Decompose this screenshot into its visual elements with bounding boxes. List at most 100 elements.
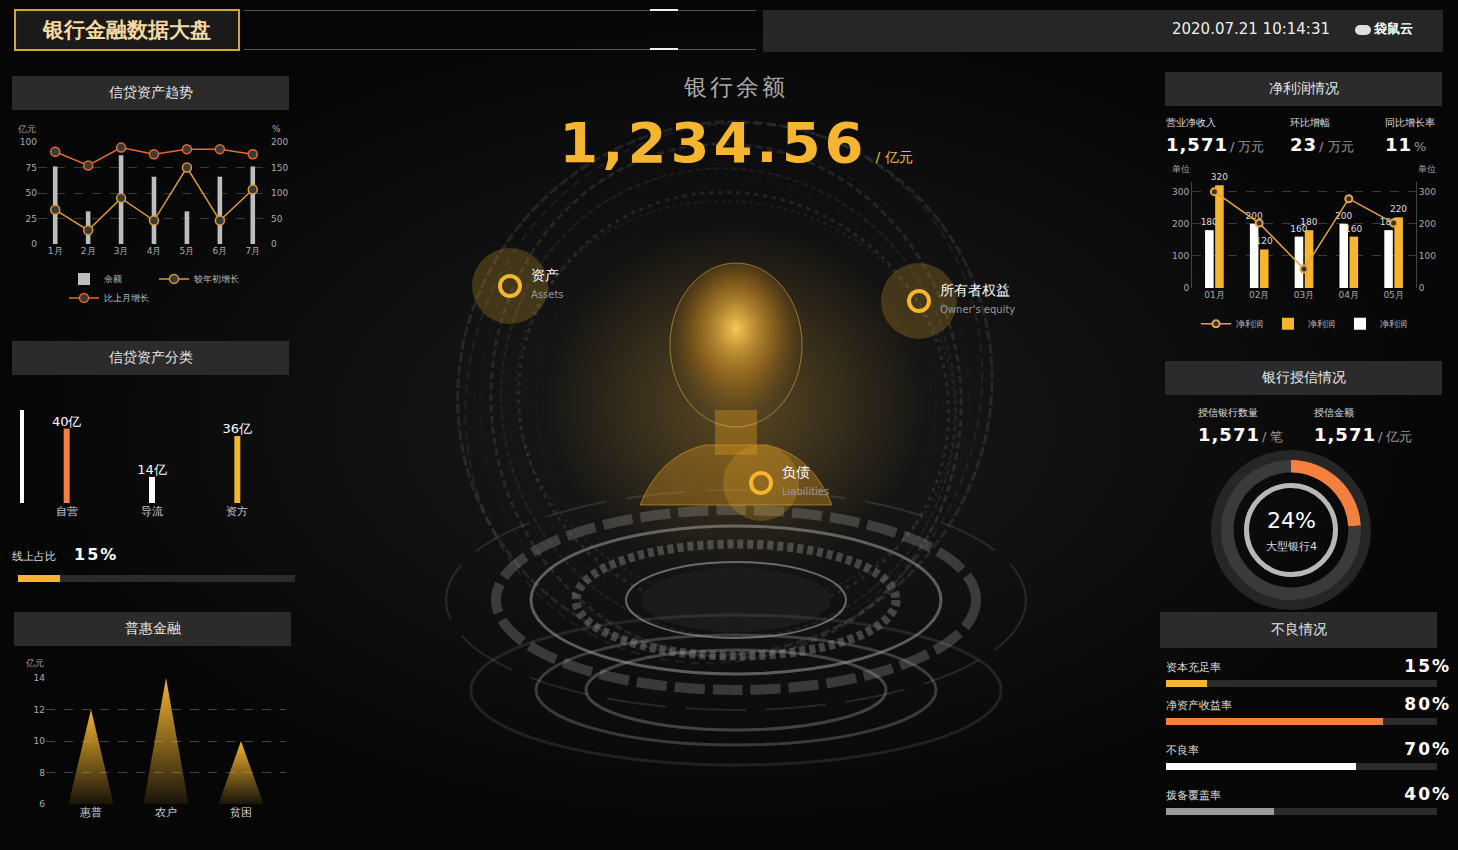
svg-text:200: 200 <box>1335 211 1352 221</box>
svg-text:180: 180 <box>1380 217 1397 227</box>
html-text:普惠金融: 普惠金融 <box>124 620 181 636</box>
html-text:Assets: Assets <box>531 289 564 300</box>
html-text:1,571/ 亿元: 1,571/ 亿元 <box>1314 424 1413 445</box>
html-text:银行余额: 银行余额 <box>684 74 788 100</box>
html-text:/ 亿元: / 亿元 <box>875 149 913 165</box>
html-text:信贷资产分类: 信贷资产分类 <box>108 349 193 365</box>
svg-text:6月: 6月 <box>212 246 227 256</box>
svg-text:4月: 4月 <box>147 246 162 256</box>
svg-text:200: 200 <box>1419 219 1436 229</box>
svg-text:净利润: 净利润 <box>1380 319 1407 329</box>
svg-text:50: 50 <box>271 214 283 224</box>
svg-text:亿元: 亿元 <box>17 124 36 134</box>
svg-text:05月: 05月 <box>1383 290 1403 300</box>
svg-text:180: 180 <box>1300 217 1317 227</box>
svg-text:贫困: 贫困 <box>230 806 252 819</box>
svg-text:1月: 1月 <box>48 246 63 256</box>
svg-text:5月: 5月 <box>180 246 195 256</box>
svg-text:0: 0 <box>1419 283 1425 293</box>
svg-text:比上月增长: 比上月增长 <box>104 293 149 303</box>
svg-text:余额: 余额 <box>104 274 122 284</box>
html-text:银行授信情况: 银行授信情况 <box>1261 369 1346 385</box>
html-text:拨备覆盖率: 拨备覆盖率 <box>1166 789 1221 802</box>
svg-text:25: 25 <box>26 214 37 224</box>
svg-text:36亿: 36亿 <box>223 421 253 436</box>
html-text:不良率: 不良率 <box>1166 744 1199 757</box>
svg-text:资方: 资方 <box>226 505 248 518</box>
html-text:所有者权益: 所有者权益 <box>940 282 1010 298</box>
html-text:11%: 11% <box>1385 134 1427 155</box>
html-text:负债: 负债 <box>782 464 810 480</box>
svg-text:单位: 单位 <box>1172 164 1190 174</box>
html-text:15%: 15% <box>1404 656 1451 676</box>
svg-text:8: 8 <box>39 768 45 778</box>
svg-text:02月: 02月 <box>1249 290 1269 300</box>
svg-text:净利润: 净利润 <box>1308 319 1335 329</box>
html-text:资本充足率: 资本充足率 <box>1166 661 1221 674</box>
html-text:2020.07.21 10:14:31: 2020.07.21 10:14:31 <box>1172 20 1330 38</box>
svg-text:320: 320 <box>1211 172 1228 182</box>
svg-text:0: 0 <box>1183 283 1189 293</box>
svg-text:14亿: 14亿 <box>137 462 167 477</box>
svg-text:300: 300 <box>1419 187 1436 197</box>
svg-text:12: 12 <box>34 705 45 715</box>
html-text:信贷资产趋势: 信贷资产趋势 <box>108 84 193 100</box>
svg-text:160: 160 <box>1290 224 1307 234</box>
html-text:Owner's equity: Owner's equity <box>940 304 1016 315</box>
svg-text:100: 100 <box>271 188 288 198</box>
svg-text:净利润: 净利润 <box>1236 319 1263 329</box>
svg-text:0: 0 <box>271 239 277 249</box>
svg-text:300: 300 <box>1172 187 1189 197</box>
html-text:不良情况: 不良情况 <box>1270 621 1327 637</box>
svg-text:0: 0 <box>31 239 37 249</box>
svg-text:3月: 3月 <box>114 246 129 256</box>
html-text:Liabilities: Liabilities <box>782 486 830 497</box>
html-text:净资产收益率: 净资产收益率 <box>1166 699 1232 712</box>
html-text:线上占比: 线上占比 <box>12 550 56 563</box>
svg-text:50: 50 <box>26 188 38 198</box>
svg-text:200: 200 <box>1172 219 1189 229</box>
html-text:80%: 80% <box>1404 694 1451 714</box>
svg-text:200: 200 <box>271 137 288 147</box>
svg-text:180: 180 <box>1201 217 1218 227</box>
svg-text:惠普: 惠普 <box>79 806 102 819</box>
html-text:1,571/ 万元: 1,571/ 万元 <box>1166 134 1265 155</box>
svg-text:农户: 农户 <box>155 806 177 819</box>
html-text:1,234.56: 1,234.56 <box>559 110 868 175</box>
svg-text:150: 150 <box>271 163 288 173</box>
svg-text:160: 160 <box>1345 224 1362 234</box>
svg-text:03月: 03月 <box>1294 290 1314 300</box>
svg-text:04月: 04月 <box>1339 290 1359 300</box>
html-text:70%: 70% <box>1404 739 1451 759</box>
svg-text:7月: 7月 <box>245 246 260 256</box>
svg-text:220: 220 <box>1390 204 1407 214</box>
svg-text:120: 120 <box>1256 236 1273 246</box>
html-text:23/ 万元: 23/ 万元 <box>1290 134 1354 155</box>
svg-text:24%: 24% <box>1267 508 1316 533</box>
svg-text:75: 75 <box>26 163 37 173</box>
svg-text:14: 14 <box>34 673 46 683</box>
svg-text:自营: 自营 <box>56 505 78 518</box>
html-text:40%: 40% <box>1404 784 1451 804</box>
svg-text:导流: 导流 <box>141 505 163 518</box>
svg-text:100: 100 <box>20 137 37 147</box>
svg-text:单位: 单位 <box>1418 164 1436 174</box>
html-text:15%: 15% <box>74 545 119 564</box>
svg-text:200: 200 <box>1245 211 1262 221</box>
svg-text:2月: 2月 <box>81 246 96 256</box>
svg-text:亿元: 亿元 <box>25 658 44 668</box>
html-text:净利润情况: 净利润情况 <box>1268 80 1339 96</box>
svg-text:10: 10 <box>34 736 46 746</box>
svg-text:40亿: 40亿 <box>52 414 82 429</box>
svg-text:较年初增长: 较年初增长 <box>194 274 239 284</box>
html-text:资产: 资产 <box>531 267 559 283</box>
svg-text:01月: 01月 <box>1204 290 1224 300</box>
html-text:袋鼠云: 袋鼠云 <box>1374 21 1413 36</box>
svg-text:6: 6 <box>39 799 45 809</box>
svg-text:100: 100 <box>1172 251 1189 261</box>
svg-text:%: % <box>272 124 281 134</box>
html-text:银行金融数据大盘: 银行金融数据大盘 <box>43 18 211 42</box>
svg-text:大型银行4: 大型银行4 <box>1266 540 1317 553</box>
html-text:1,571/ 笔: 1,571/ 笔 <box>1198 424 1284 445</box>
svg-text:100: 100 <box>1419 251 1436 261</box>
